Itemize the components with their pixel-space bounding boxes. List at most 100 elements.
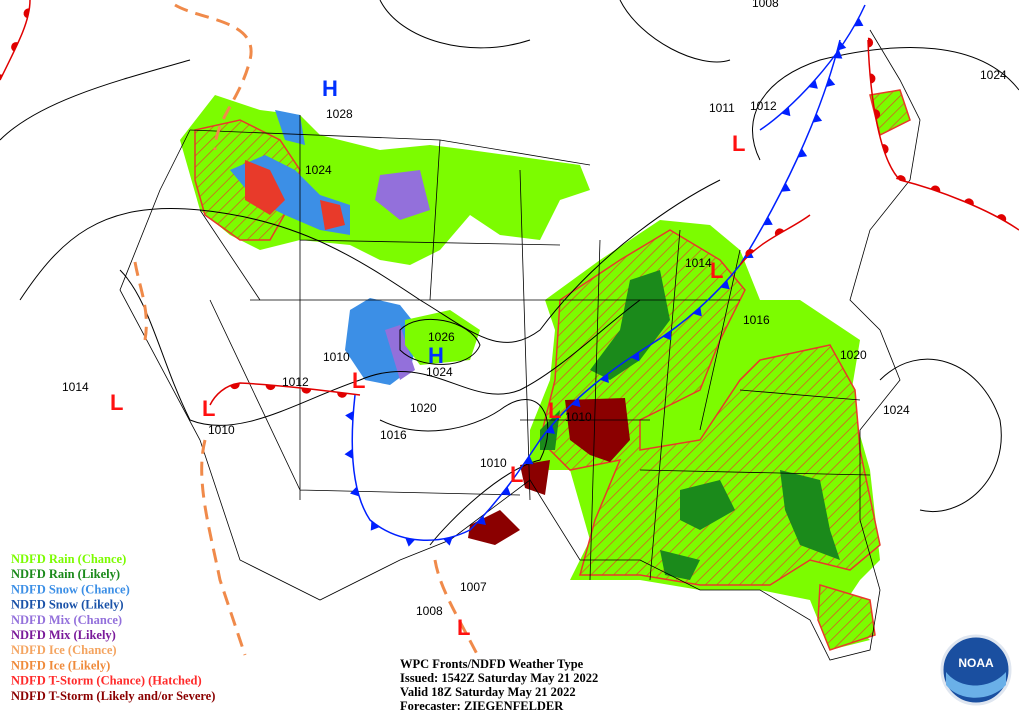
- isobar-label: 1010: [323, 350, 350, 364]
- cold-front-marker: [571, 397, 581, 408]
- warm-front-marker: [882, 144, 889, 154]
- isobar-label: 1016: [743, 313, 770, 327]
- semicircle: [265, 384, 276, 391]
- cold-front-marker: [781, 182, 791, 192]
- legend-entry: NDFD T-Storm (Chance) (Hatched): [11, 674, 202, 688]
- isobar-label: 1024: [883, 403, 910, 417]
- warm-front-marker: [930, 185, 941, 193]
- isobar-label: 1008: [416, 604, 443, 618]
- triangle: [808, 79, 818, 89]
- cold-front-marker: [797, 148, 808, 158]
- semicircle: [867, 37, 874, 48]
- semicircle: [930, 185, 941, 193]
- warm-front-marker: [964, 198, 974, 206]
- cold-front-marker: [837, 41, 847, 51]
- low-center: L: [732, 131, 745, 156]
- triangle: [720, 280, 730, 290]
- warm-front-marker: [0, 74, 3, 84]
- isobar-label: 1014: [62, 380, 89, 394]
- isobar-label: 1012: [750, 99, 777, 113]
- pressure-centers: H H L L L L L L L L: [110, 76, 745, 640]
- isobar-label: 1028: [326, 107, 353, 121]
- isobars: [0, 0, 1019, 546]
- cold-front-marker: [545, 424, 556, 434]
- low-center: L: [710, 258, 723, 283]
- cold-front-marker: [370, 521, 380, 531]
- rain-likely-area: [590, 270, 670, 380]
- isobar-label: 1024: [426, 365, 453, 379]
- triangle: [662, 330, 672, 341]
- triangle: [370, 521, 380, 531]
- warm-front-marker: [23, 8, 30, 19]
- cold-front-marker: [630, 351, 640, 362]
- caption-line: WPC Fronts/NDFD Weather Type: [400, 657, 584, 671]
- warm-front-marker: [874, 109, 881, 120]
- triangle: [797, 148, 808, 158]
- semicircle: [337, 392, 348, 398]
- warm-front-marker: [895, 175, 906, 182]
- semicircle: [23, 8, 30, 19]
- tstorm-area: [245, 160, 345, 230]
- low-center: L: [510, 462, 523, 487]
- isobar-label: 1010: [480, 456, 507, 470]
- state-borders: [119, 29, 921, 661]
- warm-front-marker: [229, 382, 240, 390]
- isobar-labels: 1028 1024 1026 1024 1011 1012 1014 1014 …: [62, 0, 1007, 618]
- warm-front-marker: [11, 42, 19, 52]
- legend-entry: NDFD Ice (Likely): [11, 658, 110, 672]
- isobar-label: 1026: [428, 330, 455, 344]
- logo-text: NOAA: [958, 656, 994, 670]
- cold-front-marker: [854, 17, 864, 27]
- semicircle: [774, 228, 785, 236]
- isobar-label: 1024: [980, 68, 1007, 82]
- cold-front-marker: [826, 77, 836, 88]
- noaa-logo: NOAA: [940, 634, 1012, 706]
- triangle: [545, 424, 556, 434]
- semicircle: [0, 74, 3, 84]
- legend-entry: NDFD Ice (Chance): [11, 643, 117, 657]
- triangle: [600, 373, 609, 384]
- isobar-label: 1020: [410, 401, 437, 415]
- isobar-label: 1008: [752, 0, 779, 10]
- triangle: [345, 410, 354, 421]
- triangle: [405, 537, 416, 547]
- cold-front-marker: [720, 280, 730, 290]
- semicircle: [745, 249, 755, 258]
- caption-line: Issued: 1542Z Saturday May 21 2022: [400, 671, 598, 685]
- cold-front-marker: [344, 448, 353, 459]
- triangle: [476, 515, 486, 525]
- troughs: [133, 3, 482, 661]
- isobar-label: 1024: [305, 163, 332, 177]
- legend-entry: NDFD Rain (Likely): [11, 567, 120, 581]
- isobar-label: 1011: [709, 101, 735, 115]
- cold-front-marker: [692, 307, 702, 317]
- cold-front-marker: [662, 330, 672, 341]
- warm-front-marker: [265, 384, 276, 391]
- low-center: L: [457, 615, 470, 640]
- triangle: [832, 49, 843, 59]
- triangle: [350, 486, 360, 497]
- semicircle: [996, 214, 1007, 222]
- isobar-label: 1016: [380, 428, 407, 442]
- caption: WPC Fronts/NDFD Weather Type Issued: 154…: [400, 657, 598, 712]
- weather-areas: [180, 89, 911, 651]
- triangle: [344, 448, 353, 459]
- cold-front-marker: [405, 537, 416, 547]
- triangle: [692, 307, 702, 317]
- tstorm-area: [817, 584, 876, 651]
- triangle: [781, 182, 791, 192]
- cold-front-marker: [808, 79, 818, 89]
- triangle: [501, 486, 511, 496]
- warm-front-marker: [869, 73, 876, 84]
- cold-front-marker: [812, 113, 823, 123]
- semicircle: [301, 388, 312, 394]
- cold-front-marker: [350, 486, 360, 497]
- low-center: L: [352, 368, 365, 393]
- isobar-label: 1014: [685, 256, 712, 270]
- semicircle: [874, 109, 881, 120]
- triangle: [630, 351, 640, 362]
- low-center: L: [202, 396, 215, 421]
- isobar-label: 1010: [565, 410, 592, 424]
- legend-entry: NDFD T-Storm (Likely and/or Severe): [11, 689, 215, 703]
